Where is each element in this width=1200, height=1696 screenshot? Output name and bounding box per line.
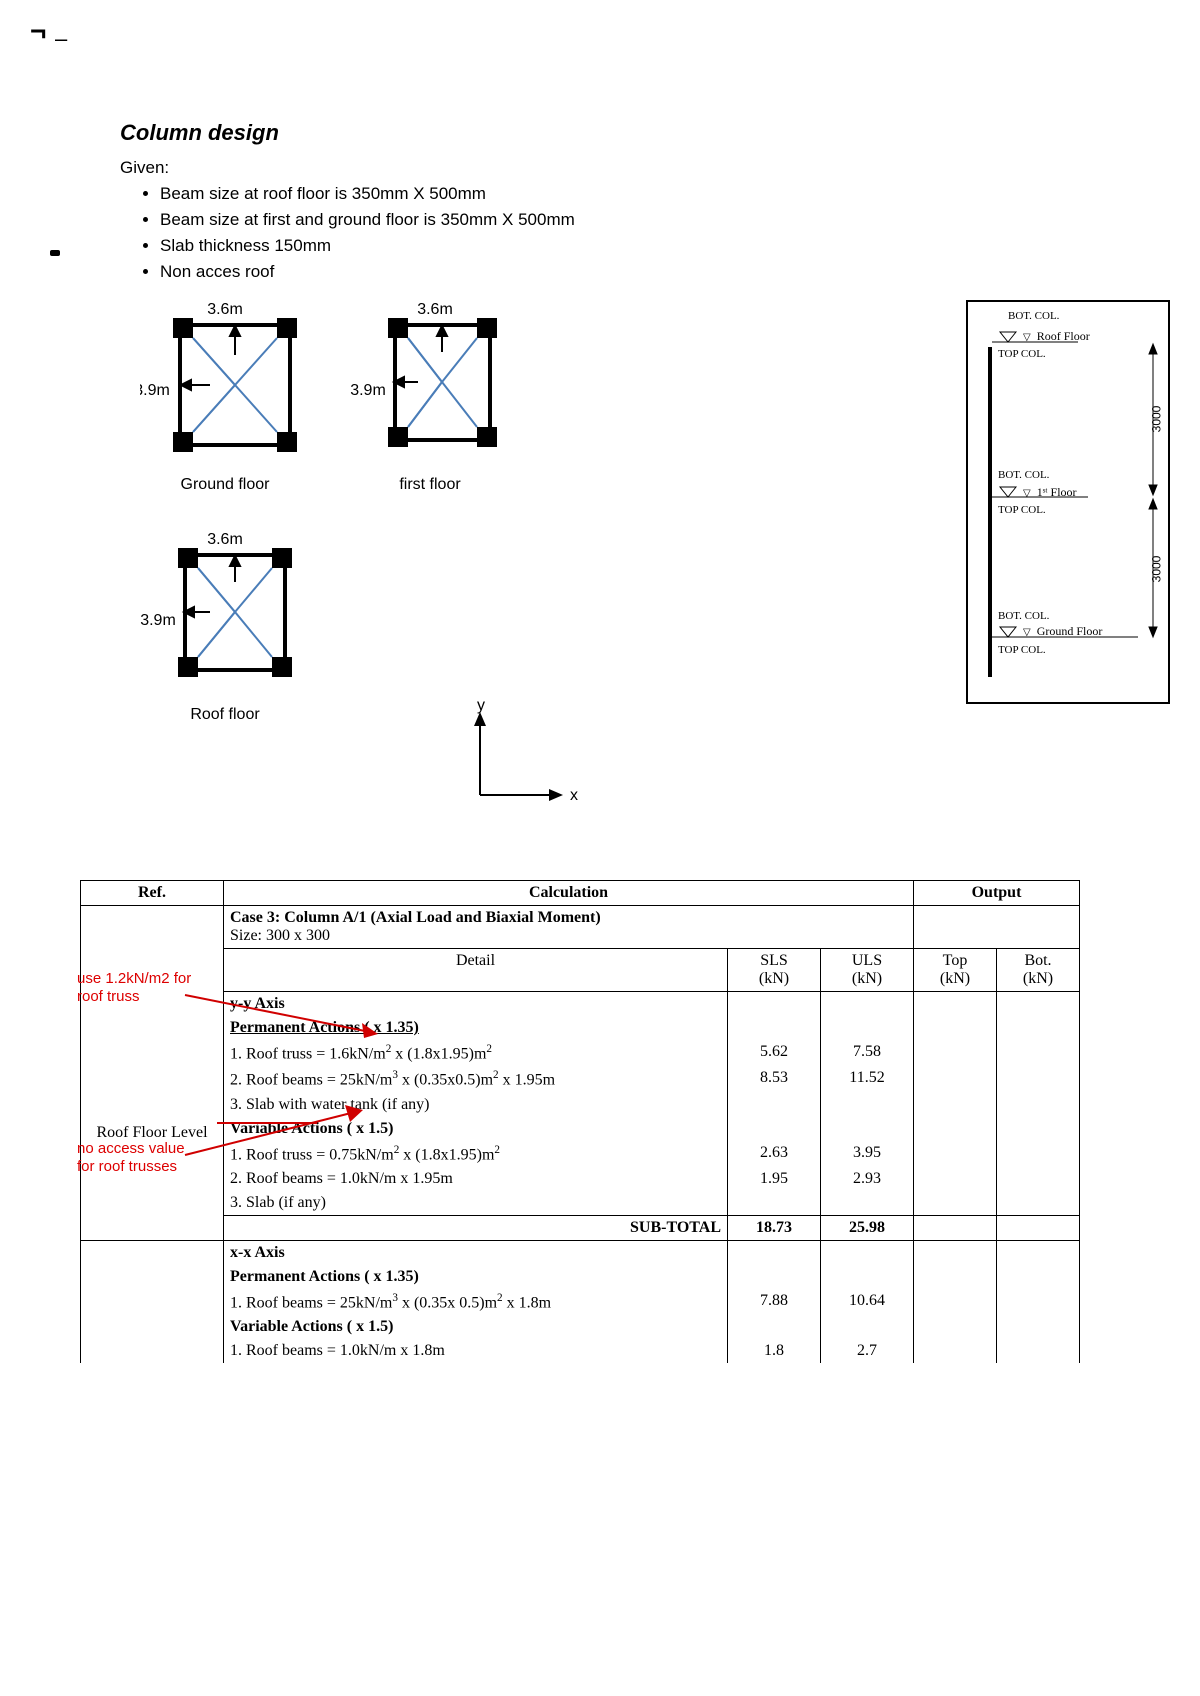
row-xv1: 1. Roof beams = 1.0kN/m x 1.8m bbox=[224, 1339, 728, 1363]
page-title: Column design bbox=[120, 120, 1080, 146]
page: ¬ – Column design Given: Beam size at ro… bbox=[0, 0, 1200, 1696]
plan-diagrams: 3.6m 3.9m bbox=[120, 300, 1080, 760]
elev-ground-label: ▽ Ground Floor bbox=[1023, 624, 1102, 639]
detail-h: Detail bbox=[224, 949, 728, 992]
given-item: Beam size at roof floor is 350mm X 500mm bbox=[160, 184, 1080, 204]
corner-mark-2: – bbox=[55, 26, 67, 52]
annotation-2: no access value for roof trusses bbox=[77, 1140, 202, 1176]
row-v3: 3. Slab (if any) bbox=[224, 1191, 728, 1216]
plan-roof-svg: 3.6m 3.9m bbox=[140, 530, 310, 700]
plan-first-label: first floor bbox=[350, 476, 510, 494]
axis-y-label: y bbox=[477, 700, 485, 714]
row-r1: 1. Roof truss = 1.6kN/m2 x (1.8x1.95)m2 bbox=[224, 1040, 728, 1066]
strike-1 bbox=[217, 1122, 317, 1124]
uls-h: ULS(kN) bbox=[821, 949, 914, 992]
th-out: Output bbox=[914, 881, 1080, 906]
elev-top-first: TOP COL. bbox=[998, 504, 1046, 516]
ref-empty2 bbox=[81, 1240, 224, 1363]
annotation-1: use 1.2kN/m2 for roof truss bbox=[77, 970, 202, 1006]
plan-roof-label: Roof floor bbox=[140, 706, 310, 724]
given-label: Given: bbox=[120, 158, 1080, 178]
svg-text:3.9m: 3.9m bbox=[140, 612, 176, 629]
var-label: Variable Actions ( x 1.5) bbox=[224, 1117, 728, 1141]
top-h: Top(kN) bbox=[914, 949, 997, 992]
sls-h: SLS(kN) bbox=[728, 949, 821, 992]
plan-height-label: 3.9m bbox=[140, 382, 170, 399]
elev-dim-2: 3000 bbox=[1150, 556, 1164, 583]
elevation-svg bbox=[968, 302, 1168, 702]
case-cell: Case 3: Column A/1 (Axial Load and Biaxi… bbox=[224, 906, 914, 949]
plan-width-label: 3.6m bbox=[207, 301, 243, 318]
axis-x-label: x bbox=[570, 787, 578, 804]
axis-svg: y x bbox=[450, 700, 590, 820]
plan-ground-svg: 3.6m 3.9m bbox=[140, 300, 310, 470]
var2-label: Variable Actions ( x 1.5) bbox=[224, 1315, 728, 1339]
plan-first-svg: 3.6m 3.9m bbox=[350, 300, 510, 470]
perm-label: Permanent Actions ( x 1.35) bbox=[224, 1016, 728, 1040]
yy-label: y-y Axis bbox=[224, 992, 728, 1017]
th-ref: Ref. bbox=[81, 881, 224, 906]
out-empty bbox=[914, 906, 1080, 949]
given-item: Non acces roof bbox=[160, 262, 1080, 282]
svg-text:3.6m: 3.6m bbox=[207, 531, 243, 548]
calculation-table-wrap: Ref. Calculation Output Roof Floor Level… bbox=[80, 880, 1080, 1363]
side-dot bbox=[50, 250, 60, 256]
elev-first-label: ▽ 1ˢᵗ Floor bbox=[1023, 485, 1077, 500]
svg-text:3.9m: 3.9m bbox=[350, 382, 386, 399]
row-r3: 3. Slab with water tank (if any) bbox=[224, 1093, 728, 1117]
row-x1: 1. Roof beams = 25kN/m3 x (0.35x 0.5)m2 … bbox=[224, 1289, 728, 1315]
axis-diagram: y x bbox=[450, 700, 590, 825]
elev-dim-1: 3000 bbox=[1150, 406, 1164, 433]
row-v2: 2. Roof beams = 1.0kN/m x 1.95m bbox=[224, 1167, 728, 1191]
th-calc: Calculation bbox=[224, 881, 914, 906]
elev-bot-ground: BOT. COL. bbox=[998, 610, 1049, 622]
elev-top-ground: TOP COL. bbox=[998, 644, 1046, 656]
xx-label: x-x Axis bbox=[224, 1240, 728, 1265]
elev-bot-roof: BOT. COL. bbox=[1008, 310, 1059, 322]
elev-roof-label: ▽ Roof Floor bbox=[1023, 329, 1090, 344]
plan-ground-label: Ground floor bbox=[140, 476, 310, 494]
perm2-label: Permanent Actions ( x 1.35) bbox=[224, 1265, 728, 1289]
svg-text:3.6m: 3.6m bbox=[417, 301, 453, 318]
corner-mark-1: ¬ bbox=[30, 15, 46, 47]
plan-ground: 3.6m 3.9m bbox=[140, 300, 310, 494]
given-item: Beam size at first and ground floor is 3… bbox=[160, 210, 1080, 230]
bot-h: Bot.(kN) bbox=[997, 949, 1080, 992]
elev-bot-first: BOT. COL. bbox=[998, 469, 1049, 481]
row-v1: 1. Roof truss = 0.75kN/m2 x (1.8x1.95)m2 bbox=[224, 1141, 728, 1167]
plan-roof: 3.6m 3.9m bbox=[140, 530, 310, 724]
content-block: Column design Given: Beam size at roof f… bbox=[120, 120, 1080, 760]
subtotal-label: SUB-TOTAL bbox=[224, 1215, 728, 1240]
given-item: Slab thickness 150mm bbox=[160, 236, 1080, 256]
ref-cell: Roof Floor Level bbox=[81, 906, 224, 1241]
row-r2: 2. Roof beams = 25kN/m3 x (0.35x0.5)m2 x… bbox=[224, 1066, 728, 1092]
plan-first: 3.6m 3.9m bbox=[350, 300, 510, 494]
elev-top-roof: TOP COL. bbox=[998, 348, 1046, 360]
given-list: Beam size at roof floor is 350mm X 500mm… bbox=[160, 184, 1080, 282]
column-elevation: BOT. COL. ▽ Roof Floor TOP COL. BOT. COL… bbox=[966, 300, 1170, 704]
